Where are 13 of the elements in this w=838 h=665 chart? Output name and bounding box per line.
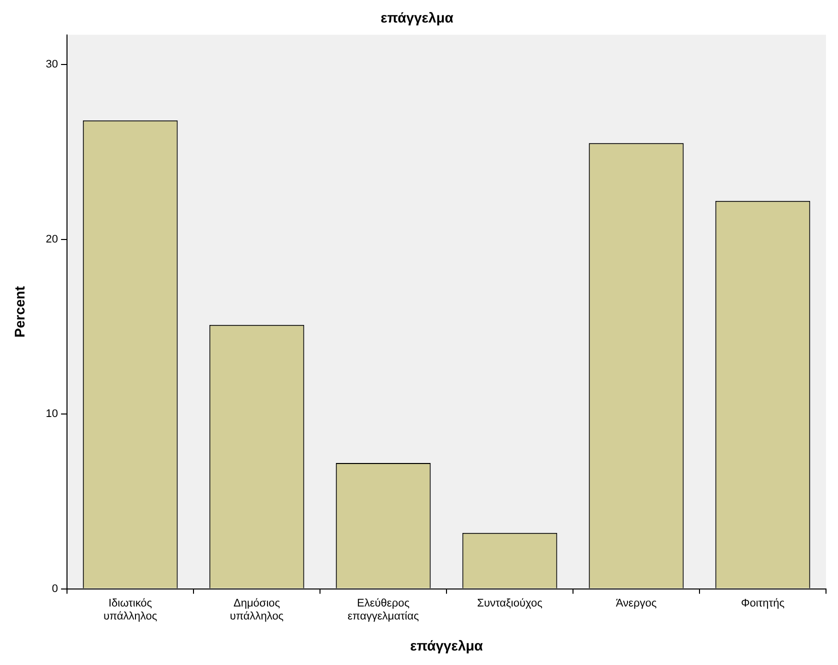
y-tick-label: 20 bbox=[46, 233, 58, 246]
x-tick-label: Συνταξιούχος bbox=[477, 597, 542, 610]
y-axis-title: Percent bbox=[11, 286, 28, 338]
x-tick-label: Ελεύθερος επαγγελματίας bbox=[348, 597, 419, 623]
x-tick-label: Άνεργος bbox=[616, 597, 657, 610]
x-tick-label: Ιδιωτικός υπάλληλος bbox=[103, 597, 158, 623]
x-tick-label: Δημόσιος υπάλληλος bbox=[230, 597, 284, 623]
y-tick-label: 10 bbox=[46, 408, 58, 420]
y-tick-label: 30 bbox=[46, 58, 58, 71]
x-axis-title: επάγγελμα bbox=[410, 637, 484, 654]
chart-title: επάγγελμα bbox=[380, 9, 454, 26]
x-tick-label: Φοιτητής bbox=[740, 597, 785, 610]
y-tick-label: 0 bbox=[52, 582, 58, 595]
